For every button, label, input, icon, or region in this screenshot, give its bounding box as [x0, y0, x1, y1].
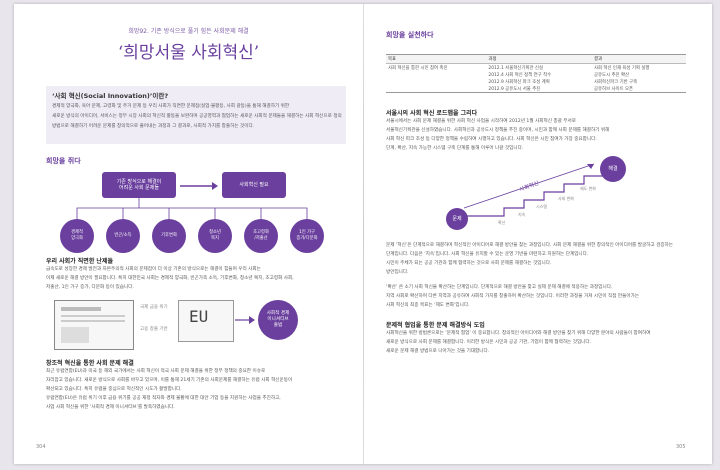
- table-header: 결과: [591, 54, 686, 64]
- section-heading: 희망을 쥐다: [46, 157, 81, 165]
- issue-circle: 빈곤/소득: [106, 219, 140, 253]
- definition-line: 새로운 방식의 아이디어, 서비스는 정부 시장 사회의 혁신적 활동을 보완하…: [52, 114, 342, 119]
- body-line: 최근 유럽연합(EU)과 미국 등 해외 국가에서는 사회 혁신이 적극 사회 …: [46, 369, 266, 374]
- roadmap-table: 목표 과정 결과 사회 혁신을 통한 시민 참여 촉진 2012.1 서울혁신기…: [386, 54, 686, 93]
- page-gutter: [363, 4, 364, 464]
- issue-circle: 1인 가구 증가/다문화: [290, 219, 324, 253]
- body-line: 단계, 확산, 지속 가능한 시스템 구축 단계를 통해 이루어 나갈 것입니다…: [386, 146, 524, 151]
- body-line: 급속도로 성장한 경제 발전과 자본주의적 사회의 문제점이 더 이상 기존의 …: [46, 267, 261, 272]
- body-line: 저출산, 1인 가구 증가, 다문화 등이 있습니다.: [46, 285, 134, 290]
- table-header: 목표: [386, 54, 487, 64]
- definition-line: 방법으로 해결하기 어려운 문제를 창의적으로 풀어내는 과정과 그 결과로, …: [52, 124, 255, 129]
- book-spread: 희망92. 기존 방식으로 풀기 힘든 사회문제 해결 ‘희망서울 사회혁신’ …: [14, 4, 712, 464]
- subsection-heading: 문제적 협업을 통한 문제 해결방식 도입: [386, 322, 485, 329]
- table-cell: 사회 혁신을 통한 시민 참여 촉진: [388, 65, 448, 71]
- eu-sketch: EU: [178, 300, 234, 342]
- body-line: 단계입니다. 다음은 ‘지속’입니다. 사회 혁신을 유지할 수 있는 운영 기…: [386, 252, 589, 257]
- left-page: 희망92. 기존 방식으로 풀기 힘든 사회문제 해결 ‘희망서울 사회혁신’ …: [14, 4, 363, 464]
- table-cell: [386, 78, 486, 85]
- subsection-heading: 창조적 혁신을 통한 사회 문제 해결: [46, 360, 134, 367]
- page-number: 304: [36, 444, 46, 450]
- body-line: 지역 사회로 확산하며 다른 지역과 공유하여 사회적 가치를 창출하며 확산하…: [386, 294, 640, 299]
- issue-circle: 경제적 양극화: [60, 219, 94, 253]
- arrow-right-icon: [235, 316, 255, 324]
- body-line: 사회 혁신의 최종 목표는 ‘제도 변화’입니다.: [386, 303, 470, 308]
- table-cell: [386, 85, 486, 93]
- chapter-kicker: 희망92. 기존 방식으로 풀기 힘든 사회문제 해결: [128, 28, 249, 35]
- table-header: 과정: [486, 54, 592, 64]
- body-line: 사회혁신을 위한 방법론으로는 ‘문제적 협업’ 이 중요합니다. 창의적인 아…: [386, 331, 651, 336]
- table-cell: 공유도시 추진 확산: [593, 72, 630, 78]
- existing-problems-box: 기존 방식으로 해결이 어려운 사회 문제들: [102, 172, 176, 198]
- table-cell: 2012.9 사회혁신 파크 조성 계획: [488, 79, 550, 85]
- body-line: 새로운 방식으로 사회 문제를 해결합니다. 이러한 방식은 시민과 공공 기관…: [386, 340, 592, 345]
- body-line: 사업 사회 혁신을 위한 ‘사회적 경제 이니셔티브’를 발족하였습니다.: [46, 405, 175, 410]
- step-label: 시스템: [536, 204, 548, 209]
- body-line: 사회 혁신 파크 조성 등 다양한 정책을 수립하여 시행하고 있습니다. 사회…: [386, 137, 597, 142]
- body-line: ‘확산’ 은 소기 사회 혁신을 확산하는 단계입니다. 단계적으로 해결 방안…: [386, 285, 613, 290]
- solution-circle: 해결: [600, 156, 626, 182]
- body-line: 서울시에서는 사회 문제 해결을 위한 사회 혁신 사업을 시작하여 2012년…: [386, 119, 576, 124]
- subsection-heading: 우리 사회가 직면한 난제들: [46, 258, 113, 265]
- table-row: 2012.4 사회 혁신 정책 연구 착수 공유도시 추진 확산: [386, 71, 686, 78]
- definition-line: 경제적 양극화, 육아 문제, 고령화 및 주거 문제 등 우리 사회가 직면한…: [52, 104, 290, 109]
- step-label: 제도 변화: [580, 186, 596, 191]
- body-line: 시민이 주체가 되는 공공 기관과 함께 협력하는 것으로 사회 문제를 해결하…: [386, 261, 552, 266]
- body-line: 방안입니다.: [386, 270, 409, 275]
- body-line: 자리잡고 있습니다. 새로운 방식으로 사회를 바꾸고 있으며, 이를 통해 2…: [46, 378, 293, 383]
- table-cell: 2012.9 공유도시 서울 추진: [488, 86, 541, 92]
- sketch-label: 고용 창출 기반: [140, 327, 168, 332]
- table-row: 2012.9 사회혁신 파크 조성 계획 사회혁신파크 기반 구축: [386, 78, 686, 85]
- innovation-staircase-diagram: [463, 163, 609, 217]
- step-label: 지속: [518, 212, 526, 217]
- step-label: 확산: [498, 220, 506, 225]
- subsection-heading: 서울시의 사회 혁신 로드맵을 그리다: [386, 110, 478, 117]
- problem-circle: 문제: [446, 208, 468, 230]
- page-title: ‘희망서울 사회혁신’: [117, 43, 260, 63]
- body-line: 서울혁신기획관을 신설하였습니다. 사회혁신과 공유도시 정책을 추진 중이며,…: [386, 128, 610, 133]
- sketch-label: 국제 금융 위기: [140, 305, 168, 310]
- table-cell: 사회혁신파크 기반 구축: [593, 79, 638, 85]
- definition-box: ‘사회 혁신(Social Innovation)’이란? 경제적 양극화, 육…: [46, 86, 346, 144]
- table-cell: 2012.1 서울혁신기획관 신설: [488, 65, 543, 71]
- issue-circle: 기후변화: [152, 219, 186, 253]
- section-heading: 희망을 실천하다: [386, 31, 434, 39]
- right-page: 희망을 실천하다 목표 과정 결과 사회 혁신을 통한 시민 참여 촉진 201…: [364, 4, 712, 464]
- social-economy-circle: 사회적 경제 이니셔티브 출범: [258, 300, 298, 340]
- issue-circle: 초고령화 /저출산: [244, 219, 278, 253]
- definition-heading: ‘사회 혁신(Social Innovation)’이란?: [52, 92, 169, 100]
- body-line: 새로운 문제 해결 방법으로 나아가는 것을 기대합니다.: [386, 349, 490, 354]
- innovation-needed-box: 사회혁신 필요: [222, 172, 286, 198]
- body-line: 유럽연합(EU)은 유럽 위기 이후 금융 위기를 공공 재정 적자와 경제 불…: [46, 396, 281, 401]
- body-line: 문제 ‘혁신’은 단계적으로 해결하며 혁신적인 아이디어로 해결 방안을 찾는…: [386, 243, 674, 248]
- table-row: 사회 혁신을 통한 시민 참여 촉진 2012.1 서울혁신기획관 신설 사회 …: [386, 64, 686, 72]
- step-label: 사회 변화: [558, 196, 574, 201]
- issue-circle: 청소년 복지: [198, 219, 232, 253]
- arrow-right-icon: [180, 182, 218, 190]
- news-sketch-illustration: [54, 300, 134, 350]
- table-row: 2012.9 공유도시 서울 추진 공유허브 사이트 오픈: [386, 85, 686, 93]
- table-cell: 2012.4 사회 혁신 정책 연구 착수: [488, 72, 552, 78]
- table-cell: [386, 71, 486, 78]
- table-cell: 사회 혁신 인재 육성 기획 실행: [593, 65, 650, 71]
- page-number: 305: [676, 444, 686, 450]
- table-cell: 공유허브 사이트 오픈: [593, 86, 634, 92]
- body-line: 확산되고 있습니다. 특히 유럽을 중심으로 혁신적인 시도가 활발합니다.: [46, 387, 182, 392]
- branch-lines: [76, 198, 308, 220]
- body-line: 이제 새로운 해결 방안이 필요합니다. 특히 대한민국 사회는 경제적 양극화…: [46, 276, 294, 281]
- eu-sketch-label: EU: [189, 307, 209, 326]
